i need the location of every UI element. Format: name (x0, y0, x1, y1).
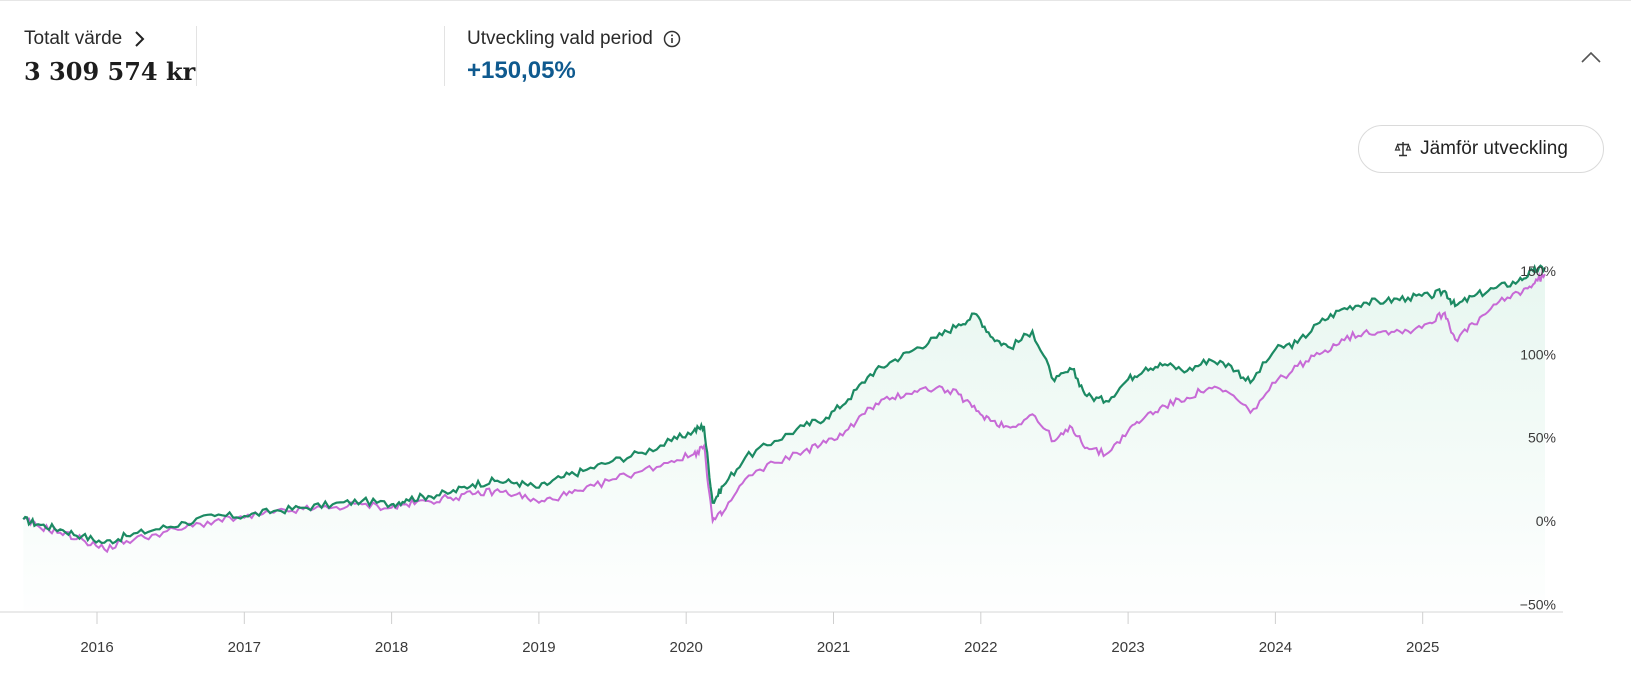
x-tick-label: 2019 (522, 639, 555, 656)
compare-development-button[interactable]: Jämför utveckling (1358, 125, 1604, 173)
total-value-label: Totalt värde (24, 28, 123, 49)
chevron-up-icon[interactable] (1578, 45, 1604, 71)
x-axis: 2016 2017 2018 2019 2020 2021 2022 2023 2024 2025 (80, 612, 1439, 656)
y-tick-label: −50% (1520, 596, 1556, 612)
total-value-block[interactable]: Totalt värde 3 309 574 kr (24, 26, 195, 86)
chevron-right-icon (135, 31, 145, 47)
top-border (0, 0, 1631, 1)
portfolio-area (23, 265, 1545, 612)
x-tick-label: 2022 (964, 639, 997, 656)
x-tick-label: 2021 (817, 639, 850, 656)
total-value-header[interactable]: Totalt värde (24, 26, 195, 52)
period-header: Utveckling vald period (467, 26, 681, 52)
portfolio-line (22, 263, 1546, 545)
y-axis-labels: 150% 100% 50% 0% −50% (1520, 263, 1556, 612)
x-tick-label: 2023 (1111, 639, 1144, 656)
x-tick-label: 2024 (1259, 639, 1292, 656)
x-tick-label: 2020 (670, 639, 703, 656)
period-value: +150,05% (467, 57, 576, 84)
period-development-block: Utveckling vald period +150,05% (467, 26, 681, 85)
y-tick-label: 50% (1528, 430, 1556, 446)
period-label: Utveckling vald period (467, 28, 653, 49)
compare-button-label: Jämför utveckling (1420, 138, 1568, 159)
total-value: 3 309 574 kr (24, 57, 196, 86)
info-icon[interactable] (663, 30, 681, 48)
y-tick-label: 150% (1520, 263, 1556, 279)
x-tick-label: 2018 (375, 639, 408, 656)
x-tick-label: 2025 (1406, 639, 1439, 656)
y-tick-label: 0% (1536, 513, 1556, 529)
scale-icon (1394, 142, 1412, 157)
x-tick-label: 2016 (80, 639, 113, 656)
x-tick-label: 2017 (228, 639, 261, 656)
header-divider (444, 26, 445, 86)
y-tick-label: 100% (1520, 346, 1556, 362)
header-divider (196, 26, 197, 86)
